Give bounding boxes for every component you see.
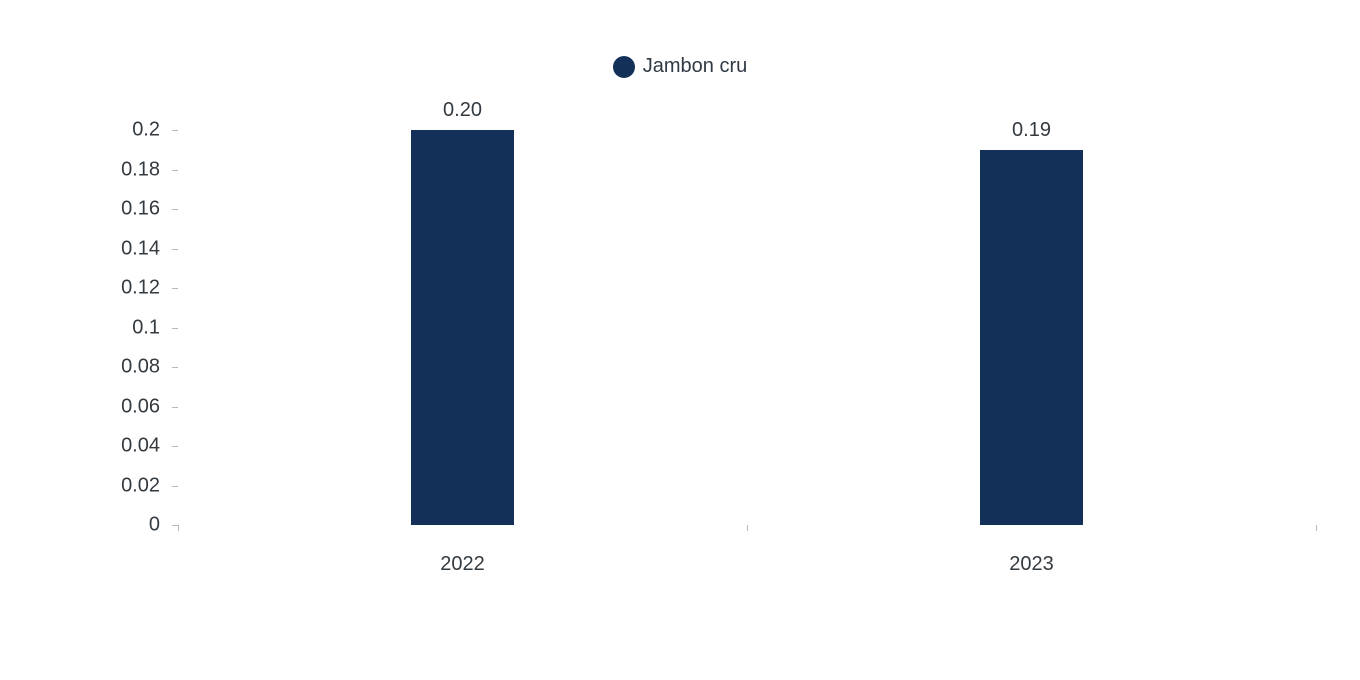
y-tick-mark	[172, 130, 178, 131]
x-category-label: 2022	[440, 553, 485, 576]
chart-container: Jambon cru 00.020.040.060.080.10.120.140…	[0, 0, 1360, 680]
bar: 0.20	[411, 130, 513, 525]
y-tick-label: 0.08	[121, 356, 160, 379]
legend-label: Jambon cru	[643, 55, 748, 78]
y-tick-mark	[172, 367, 178, 368]
x-category-label: 2023	[1009, 553, 1054, 576]
y-tick-label: 0.18	[121, 158, 160, 181]
y-tick-label: 0.16	[121, 198, 160, 221]
y-tick-mark	[172, 249, 178, 250]
y-tick-label: 0	[149, 514, 160, 537]
y-tick-mark	[172, 288, 178, 289]
x-tick-mark	[747, 525, 748, 531]
y-tick-label: 0.12	[121, 277, 160, 300]
chart-legend: Jambon cru	[0, 55, 1360, 83]
x-tick-mark	[1316, 525, 1317, 531]
legend-item: Jambon cru	[613, 55, 748, 78]
y-tick-mark	[172, 446, 178, 447]
bar-value-label: 0.19	[1012, 119, 1051, 142]
y-tick-label: 0.06	[121, 395, 160, 418]
legend-marker-icon	[613, 56, 635, 78]
y-tick-label: 0.14	[121, 237, 160, 260]
bar: 0.19	[980, 150, 1082, 525]
y-tick-label: 0.1	[132, 316, 160, 339]
y-tick-mark	[172, 209, 178, 210]
y-tick-label: 0.2	[132, 119, 160, 142]
x-tick-mark	[178, 525, 179, 531]
y-tick-label: 0.02	[121, 474, 160, 497]
y-tick-mark	[172, 486, 178, 487]
y-tick-mark	[172, 407, 178, 408]
y-tick-mark	[172, 170, 178, 171]
y-tick-mark	[172, 328, 178, 329]
y-tick-label: 0.04	[121, 435, 160, 458]
plot-area: 00.020.040.060.080.10.120.140.160.180.22…	[178, 130, 1316, 525]
bar-value-label: 0.20	[443, 99, 482, 122]
